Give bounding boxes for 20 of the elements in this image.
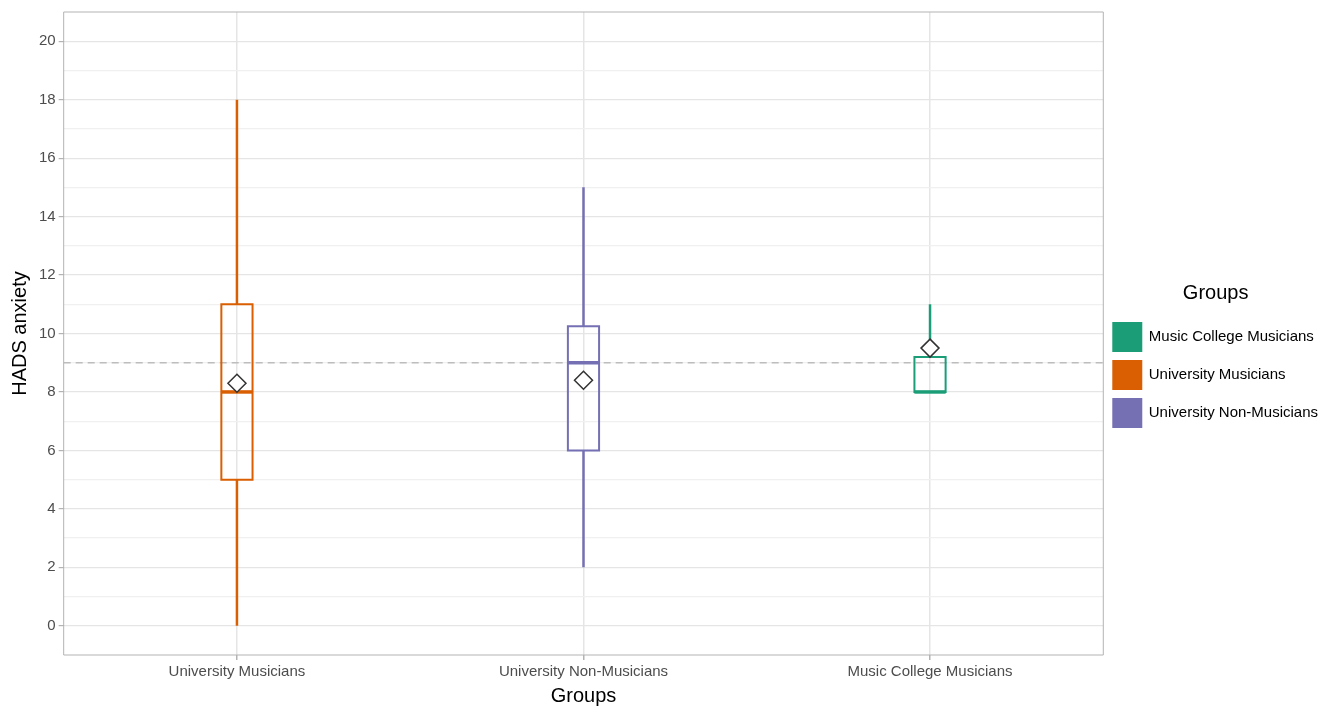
legend-label: University Non-Musicians <box>1148 403 1319 421</box>
legend-label: University Musicians <box>1148 365 1286 383</box>
y-tick-label: 6 <box>47 440 56 458</box>
x-tick-label: University Non-Musicians <box>498 662 669 680</box>
legend-title: Groups <box>1182 280 1249 303</box>
y-tick-label: 4 <box>47 499 56 516</box>
legend-label: Music College Musicians <box>1148 327 1314 345</box>
y-tick-label: 12 <box>39 265 56 283</box>
y-tick-label: 18 <box>39 89 56 107</box>
y-tick-label: 8 <box>47 382 56 400</box>
y-tick-label: 2 <box>47 557 56 575</box>
y-tick-label: 20 <box>39 31 56 49</box>
y-tick-label: 16 <box>39 148 56 166</box>
y-tick-label: 0 <box>47 615 56 633</box>
x-tick-label: University Musicians <box>168 662 306 680</box>
x-axis-title: Groups <box>550 683 617 706</box>
y-axis-title: HADS anxiety <box>7 271 30 396</box>
x-tick-label: Music College Musicians <box>847 662 1013 680</box>
y-tick-label: 14 <box>39 206 56 224</box>
y-tick-label: 10 <box>39 323 56 341</box>
